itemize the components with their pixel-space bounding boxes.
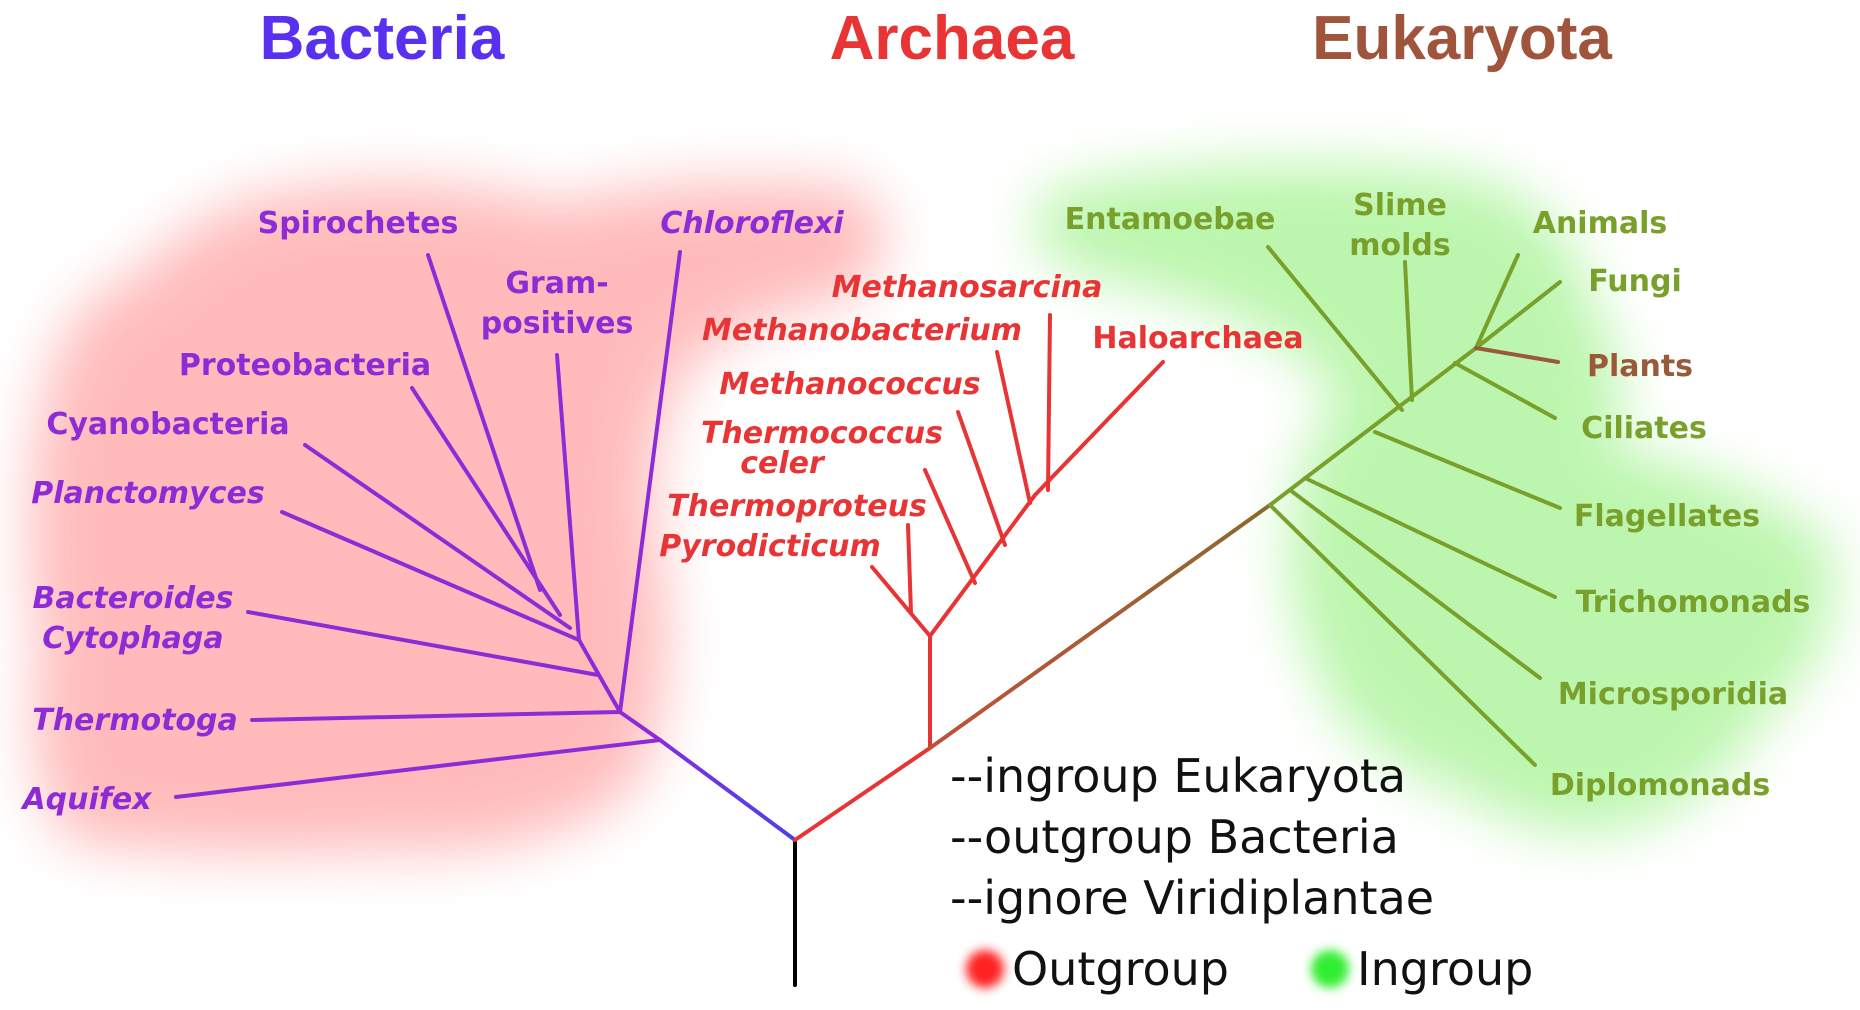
archaea-stem-branch [793,746,932,842]
bacteria-stem-branch [658,738,797,842]
entamoebae-branch [1266,245,1404,412]
trichomonads-branch [1303,476,1557,599]
spirochetes-branch [426,253,542,592]
methanococcus-branch [956,410,1007,547]
methanosarcina-label: Methanosarcina [832,270,1103,305]
microsporidia-label: Microsporidia [1558,677,1788,712]
bacteroides-branch [246,610,600,677]
thermococcus-label-line1: Thermococcus [701,416,943,451]
thermococcus-label-line2: celer [740,446,826,481]
archaea-labels: Methanosarcina Methanobacterium Methanoc… [659,270,1102,564]
eukaryota-domain-title: Eukaryota [1312,4,1612,73]
entamoebae-label: Entamoebae [1065,202,1276,237]
haloarchaea-branch [1033,360,1165,497]
eukaryota-stem-branch [928,503,1272,750]
plants-branch [1474,346,1560,364]
slime-molds-label-line1: Slime [1353,188,1447,223]
microsporidia-branch [1288,488,1542,680]
ciliates-branch [1453,361,1557,420]
bacteria-inner-branch [618,710,662,742]
gram-positives-label-line2: positives [481,306,634,341]
eukaryota-labels: Entamoebae Slime molds Animals Fungi Cil… [1065,188,1811,803]
flagellates-label: Flagellates [1574,499,1760,534]
animals-branch [1474,253,1520,350]
outgroup-option: --outgroup Bacteria [950,810,1399,864]
bacteria-branches [174,250,797,842]
planctomyces-branch [280,510,581,642]
chloroflexi-branch [618,250,682,714]
pyrodicticum-branch [870,565,932,638]
ciliates-label: Ciliates [1581,411,1707,446]
bacteroides-label: Bacteroides [33,581,234,616]
planctomyces-label: Planctomyces [31,476,264,511]
legend: Outgroup Ingroup [966,942,1533,996]
haloarchaea-label: Haloarchaea [1092,321,1303,356]
fungi-branch [1474,280,1562,350]
thermoproteus-label: Thermoproteus [667,489,927,524]
methanobacterium-branch [995,350,1032,505]
ingroup-legend-label: Ingroup [1357,942,1533,996]
archaea-upper-branch [928,493,1037,638]
trichomonads-label: Trichomonads [1576,585,1811,620]
cyanobacteria-branch [303,443,572,630]
outgroup-legend-dot [966,950,1004,988]
fungi-label: Fungi [1588,264,1681,299]
methanococcus-label: Methanococcus [719,367,980,402]
outgroup-legend-label: Outgroup [1012,942,1229,996]
ingroup-glow [1030,165,1834,832]
plants-label: Plants [1587,349,1693,384]
archaea-branches [793,313,1165,842]
animals-label: Animals [1533,206,1668,241]
gram-positives-branch [555,353,581,642]
diplomonads-branch [1268,503,1537,767]
slime-molds-label-line2: molds [1349,228,1450,263]
thermotoga-label: Thermotoga [32,703,238,738]
spirochetes-label: Spirochetes [258,206,459,241]
methanosarcina-branch [1046,313,1052,492]
methanobacterium-label: Methanobacterium [702,313,1022,348]
diplomonads-label: Diplomonads [1550,768,1770,803]
outgroup-glow [30,182,886,854]
gram-positives-label-line1: Gram- [505,266,608,301]
cytophaga-label: Cytophaga [42,621,223,656]
slime-molds-branch [1403,260,1414,402]
bacteria-domain-title: Bacteria [260,4,505,73]
aquifex-label: Aquifex [20,782,153,817]
thermococcus-branch [923,468,977,585]
thermotoga-branch [250,710,622,722]
cyanobacteria-label: Cyanobacteria [46,407,289,442]
eukaryota-branches [928,245,1562,767]
archaea-domain-title: Archaea [830,4,1075,73]
chloroflexi-label: Chloroflexi [660,206,844,241]
pyrodicticum-label: Pyrodicticum [659,529,881,564]
ingroup-option: --ingroup Eukaryota [950,749,1406,803]
bacteria-labels: Spirochetes Gram- positives Chloroflexi … [20,206,844,817]
proteobacteria-label: Proteobacteria [179,348,431,383]
thermoproteus-branch [906,523,913,615]
ingroup-legend-dot [1311,950,1349,988]
aquifex-branch [174,738,662,799]
flagellates-branch [1373,430,1562,510]
ignore-option: --ignore Viridiplantae [950,871,1434,925]
command-options: --ingroup Eukaryota --outgroup Bacteria … [950,749,1434,925]
